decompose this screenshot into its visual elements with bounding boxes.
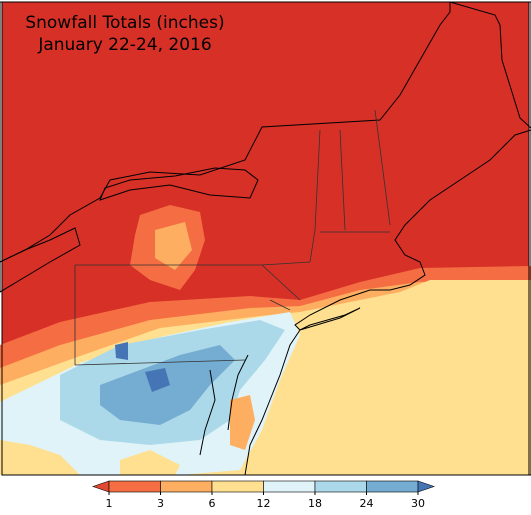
colorbar-tick-label: 1: [106, 497, 113, 510]
colorbar-tick-label: 30: [411, 497, 425, 510]
lake-ontario: [99, 167, 259, 201]
title-line: Snowfall Totals (inches): [25, 13, 224, 33]
colorbar-tick-label: 18: [308, 497, 322, 510]
map: [0, 1, 531, 476]
title-line: January 22-24, 2016: [37, 35, 211, 55]
colorbar-bin: [108, 480, 161, 493]
snow-zone-max: [115, 342, 170, 392]
colorbar-bin: [314, 480, 367, 493]
snow-zone-delmarva: [230, 395, 255, 450]
map-frame: [1, 1, 530, 476]
colorbar-tick-label: 6: [209, 497, 216, 510]
bays: [199, 354, 249, 456]
state-borders: [74, 109, 391, 366]
colorbar-tick-label: 3: [157, 497, 164, 510]
colorbar-extend-high: [417, 480, 435, 493]
canada-no-data: [0, 1, 451, 263]
colorbar-bin: [160, 480, 213, 493]
lake-effect-core: [155, 222, 192, 270]
colorbar-tick-label: 24: [360, 497, 374, 510]
snow-zone-south: [0, 440, 180, 475]
colorbar-tick-label: 12: [257, 497, 271, 510]
colorbar-bin: [263, 480, 316, 493]
ocean: [244, 1, 531, 476]
colorbar-bin: [366, 480, 419, 493]
colorbar-bin: [211, 480, 264, 493]
colorbar: 1 3 6 12 18 24 30: [92, 480, 435, 510]
long-island: [299, 307, 361, 331]
colorbar-extend-low: [92, 480, 110, 493]
lake-erie: [0, 227, 81, 293]
